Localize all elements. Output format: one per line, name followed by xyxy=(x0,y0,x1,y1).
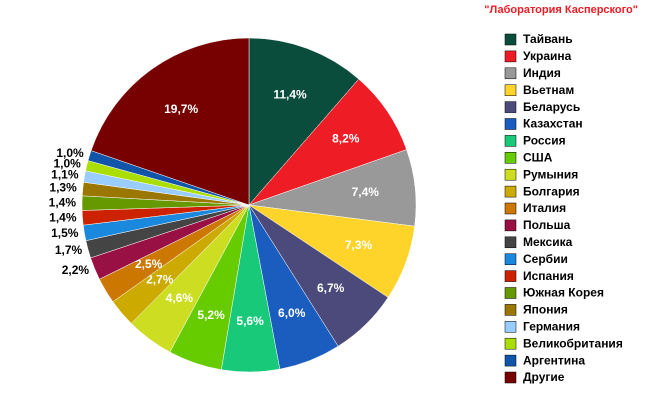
legend-swatch xyxy=(504,371,517,384)
data-label: 5,6% xyxy=(236,314,264,328)
legend-swatch xyxy=(504,219,517,232)
legend-swatch xyxy=(504,236,517,249)
legend-label: Мексика xyxy=(523,235,573,249)
data-label: 2,2% xyxy=(62,263,90,277)
legend-swatch xyxy=(504,152,517,164)
pie-slice xyxy=(248,37,360,206)
legend-label: Южная Корея xyxy=(523,286,604,300)
legend-label: Италия xyxy=(523,201,566,215)
data-label: 1,0% xyxy=(53,156,81,170)
legend-swatch xyxy=(504,321,517,333)
data-label: 7,3% xyxy=(345,238,373,252)
pie-slice xyxy=(90,37,250,206)
legend-swatch xyxy=(504,287,517,299)
legend-swatch xyxy=(504,67,517,80)
legend-swatch xyxy=(504,354,517,367)
legend-swatch xyxy=(504,101,517,113)
data-label: 19,7% xyxy=(164,102,198,116)
legend-swatch xyxy=(504,337,517,350)
legend-swatch xyxy=(504,304,517,316)
legend-label: Болгария xyxy=(523,184,580,198)
data-label: 1,0% xyxy=(56,146,84,160)
legend-swatch xyxy=(504,50,517,63)
legend-swatch xyxy=(504,118,517,130)
legend-label: Сербии xyxy=(523,252,568,266)
data-label: 7,4% xyxy=(352,185,380,199)
chart-title: "Лаборатория Касперского" xyxy=(484,4,638,16)
legend-label: Великобритания xyxy=(523,336,623,350)
legend-swatch xyxy=(504,135,517,147)
legend-label: Румыния xyxy=(523,167,578,181)
legend-label: Испания xyxy=(523,269,574,283)
legend-label: Аргентина xyxy=(523,353,585,367)
legend-label: Россия xyxy=(523,134,566,148)
legend-label: Беларусь xyxy=(523,100,580,114)
data-label: 2,7% xyxy=(146,273,174,287)
legend-label: Тайвань xyxy=(523,32,573,46)
legend-label: Япония xyxy=(523,303,568,317)
legend-swatch xyxy=(504,202,517,215)
legend-swatch xyxy=(504,33,517,46)
legend-label: Казахстан xyxy=(523,117,583,131)
legend-label: Индия xyxy=(523,66,561,80)
data-label: 5,2% xyxy=(197,308,225,322)
legend-swatch xyxy=(504,84,517,96)
legend-swatch xyxy=(504,253,517,265)
data-label: 4,6% xyxy=(166,291,194,305)
legend-swatch xyxy=(504,168,517,181)
legend-label: Другие xyxy=(523,370,565,384)
data-label: 8,2% xyxy=(332,132,360,146)
legend-label: Вьетнам xyxy=(523,83,574,97)
data-label: 1,3% xyxy=(49,181,77,195)
data-label: 6,7% xyxy=(317,281,345,295)
data-label: 1,7% xyxy=(55,243,83,257)
data-label: 2,5% xyxy=(135,257,163,271)
legend-label: Германия xyxy=(523,319,580,333)
data-label: 1,4% xyxy=(49,195,77,209)
legend-label: Украина xyxy=(523,49,572,63)
data-label: 6,0% xyxy=(278,306,306,320)
data-label: 1,4% xyxy=(49,210,77,224)
data-label: 1,1% xyxy=(51,168,79,182)
data-label: 11,4% xyxy=(273,88,307,102)
data-label: 1,5% xyxy=(51,226,79,240)
legend-label: США xyxy=(523,150,553,164)
legend-swatch xyxy=(504,270,517,282)
legend-label: Польша xyxy=(523,218,571,232)
legend-swatch xyxy=(504,185,517,198)
